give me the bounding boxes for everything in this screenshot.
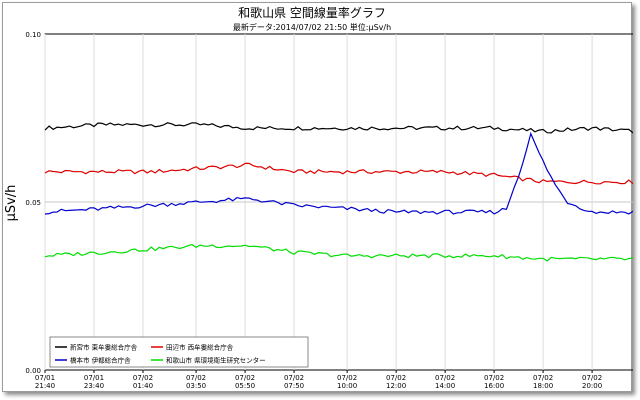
x-tick-time: 05:50 <box>235 382 255 390</box>
line-chart: 和歌山県 空間線量率グラフ 最新データ:2014/07/02 21:50 単位:… <box>4 5 633 390</box>
legend-label: 橋本市 伊都総合庁舎 <box>70 356 131 365</box>
y-tick-labels: 0.00 0.05 0.10 <box>25 31 41 375</box>
chart-subtitle: 最新データ:2014/07/02 21:50 単位:μSv/h <box>233 22 391 32</box>
legend-label: 田辺市 西牟婁総合庁舎 <box>166 343 234 352</box>
legend-box <box>49 336 309 368</box>
x-tick-time: 23:40 <box>84 382 104 390</box>
y-axis-label: μSv/h <box>4 185 19 222</box>
series-line-0 <box>44 122 633 134</box>
x-tick-date: 07/02 <box>435 374 455 382</box>
x-tick-labels: 07/0121:4007/0123:4007/0201:4007/0203:50… <box>35 374 602 390</box>
x-tick-date: 07/02 <box>484 374 504 382</box>
y-tick-label: 0.05 <box>25 199 41 207</box>
x-tick-date: 07/02 <box>386 374 406 382</box>
x-tick-date: 07/01 <box>84 374 104 382</box>
x-tick-time: 07:50 <box>284 382 304 390</box>
x-tick-time: 16:00 <box>484 382 504 390</box>
x-tick-time: 03:50 <box>186 382 206 390</box>
x-tick-date: 07/01 <box>35 374 55 382</box>
x-tick-time: 18:00 <box>533 382 553 390</box>
y-tick-label: 0.10 <box>25 31 41 39</box>
x-tick-date: 07/02 <box>284 374 304 382</box>
x-tick-date: 07/02 <box>533 374 553 382</box>
x-tick-date: 07/02 <box>235 374 255 382</box>
x-tick-date: 07/02 <box>186 374 206 382</box>
series-line-1 <box>44 162 633 185</box>
x-tick-time: 20:00 <box>582 382 602 390</box>
series-lines <box>44 122 633 262</box>
grid <box>44 34 633 373</box>
x-tick-time: 12:00 <box>386 382 406 390</box>
x-tick-time: 10:00 <box>337 382 357 390</box>
chart-frame: 和歌山県 空間線量率グラフ 最新データ:2014/07/02 21:50 単位:… <box>2 2 633 392</box>
series-line-3 <box>44 243 633 262</box>
chart-title: 和歌山県 空間線量率グラフ <box>238 5 386 20</box>
x-tick-time: 21:40 <box>35 382 55 390</box>
x-tick-date: 07/02 <box>582 374 602 382</box>
x-tick-date: 07/02 <box>133 374 153 382</box>
x-tick-date: 07/02 <box>337 374 357 382</box>
x-tick-time: 14:00 <box>435 382 455 390</box>
legend-label: 新宮市 東牟婁総合庁舎 <box>70 343 138 352</box>
x-tick-time: 01:40 <box>133 382 153 390</box>
y-tick-label: 0.00 <box>25 367 41 375</box>
legend-label: 和歌山市 県環境衛生研究センター <box>166 356 266 365</box>
series-line-2 <box>44 131 633 215</box>
